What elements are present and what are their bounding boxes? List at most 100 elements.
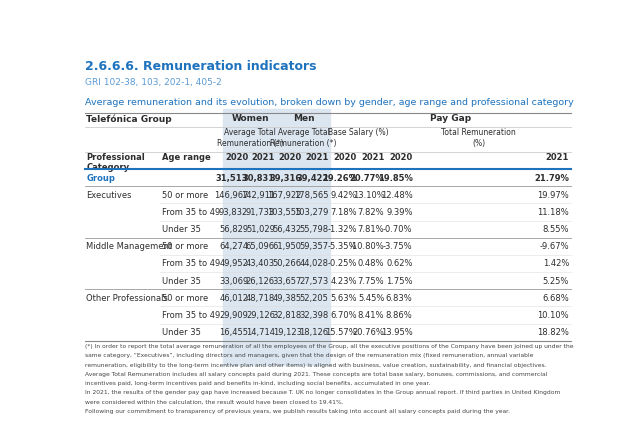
Text: 18,126: 18,126 (300, 328, 328, 337)
Text: 32,398: 32,398 (299, 311, 328, 320)
Text: Under 35: Under 35 (162, 277, 201, 286)
Text: same category, “Executives”, including directors and managers, given that the de: same category, “Executives”, including d… (85, 353, 533, 358)
Text: 51,029: 51,029 (246, 225, 275, 234)
Text: 15.57%: 15.57% (325, 328, 356, 337)
Text: 5.63%: 5.63% (330, 294, 356, 303)
Text: 4.23%: 4.23% (330, 277, 356, 286)
Text: 39,316: 39,316 (269, 173, 301, 182)
Text: In 2021, the results of the gender pay gap have increased because T. UK no longe: In 2021, the results of the gender pay g… (85, 390, 561, 396)
Text: 8.86%: 8.86% (386, 311, 413, 320)
Text: 50,266: 50,266 (273, 260, 301, 269)
Text: 10.10%: 10.10% (538, 311, 569, 320)
Text: Total Remuneration
(%): Total Remuneration (%) (442, 128, 516, 148)
Text: -0.70%: -0.70% (383, 225, 413, 234)
Text: 46,012: 46,012 (220, 294, 248, 303)
Text: 2021: 2021 (546, 153, 569, 162)
Text: 2020: 2020 (225, 153, 248, 162)
Text: 39,422: 39,422 (296, 173, 328, 182)
Text: 2020: 2020 (278, 153, 301, 162)
Text: From 35 to 49: From 35 to 49 (162, 260, 220, 269)
Text: 16,455: 16,455 (220, 328, 248, 337)
Text: 9.42%: 9.42% (330, 190, 356, 199)
Text: 7.75%: 7.75% (358, 277, 385, 286)
Text: 2021: 2021 (252, 153, 275, 162)
Text: -10.80%: -10.80% (349, 242, 385, 251)
Text: 26,126: 26,126 (246, 277, 275, 286)
Text: Average Total
Remuneration (*): Average Total Remuneration (*) (271, 128, 337, 148)
Text: Average remuneration and its evolution, broken down by gender, age range and pro: Average remuneration and its evolution, … (85, 98, 573, 107)
Text: 7.82%: 7.82% (358, 208, 385, 217)
Text: Pay Gap: Pay Gap (430, 114, 471, 123)
Text: Following our commitment to transparency of previous years, we publish results t: Following our commitment to transparency… (85, 409, 510, 414)
Text: 6.83%: 6.83% (386, 294, 413, 303)
Text: Other Professionals: Other Professionals (86, 294, 168, 303)
Text: From 35 to 49: From 35 to 49 (162, 311, 220, 320)
Text: 29,909: 29,909 (220, 311, 248, 320)
Text: 31,513: 31,513 (216, 173, 248, 182)
Text: 18.82%: 18.82% (537, 328, 569, 337)
Text: (*) In order to report the total average remuneration of all the employees of th: (*) In order to report the total average… (85, 344, 573, 349)
Text: -1.32%: -1.32% (327, 225, 356, 234)
Text: 30,831: 30,831 (243, 173, 275, 182)
Text: Under 35: Under 35 (162, 328, 201, 337)
Text: 33,657: 33,657 (273, 277, 301, 286)
Text: 20.76%: 20.76% (353, 328, 385, 337)
Text: 44,028: 44,028 (300, 260, 328, 269)
Text: 91,733: 91,733 (246, 208, 275, 217)
Text: 2020: 2020 (333, 153, 356, 162)
Text: incentives paid, long-term incentives paid and benefits in-kind, including socia: incentives paid, long-term incentives pa… (85, 381, 430, 386)
Text: 32,818: 32,818 (273, 311, 301, 320)
Text: Middle Management: Middle Management (86, 242, 173, 251)
Text: 14,714: 14,714 (246, 328, 275, 337)
Text: 7.18%: 7.18% (330, 208, 356, 217)
Text: 19.97%: 19.97% (538, 190, 569, 199)
Text: Women: Women (232, 114, 269, 123)
Text: 33,069: 33,069 (219, 277, 248, 286)
Text: 20.77%: 20.77% (349, 173, 385, 182)
Text: 43,403: 43,403 (246, 260, 275, 269)
Text: 0.48%: 0.48% (358, 260, 385, 269)
Text: 50 or more: 50 or more (162, 190, 208, 199)
Text: 2021: 2021 (361, 153, 385, 162)
Text: 11.18%: 11.18% (538, 208, 569, 217)
Text: 6.68%: 6.68% (542, 294, 569, 303)
Text: 65,096: 65,096 (246, 242, 275, 251)
Text: Telefónica Group: Telefónica Group (86, 114, 172, 124)
Text: 49,385: 49,385 (273, 294, 301, 303)
Text: 5.45%: 5.45% (358, 294, 385, 303)
Text: Group: Group (86, 173, 115, 182)
Text: 49,952: 49,952 (220, 260, 248, 269)
Text: Men: Men (293, 114, 314, 123)
Text: 1.42%: 1.42% (543, 260, 569, 269)
Text: 19.85%: 19.85% (378, 173, 413, 182)
Text: Average Total Remuneration includes all salary concepts paid during 2021. These : Average Total Remuneration includes all … (85, 372, 547, 377)
Text: Executives: Executives (86, 190, 132, 199)
Text: Base Salary (%): Base Salary (%) (328, 128, 388, 137)
Text: 5.25%: 5.25% (543, 277, 569, 286)
Text: 59,357: 59,357 (300, 242, 328, 251)
Text: 56,829: 56,829 (219, 225, 248, 234)
Text: 8.55%: 8.55% (543, 225, 569, 234)
Text: 178,565: 178,565 (294, 190, 328, 199)
Text: 9.39%: 9.39% (386, 208, 413, 217)
Text: 61,950: 61,950 (273, 242, 301, 251)
Text: remuneration, eligibility to the long-term incentive plan and other items) is al: remuneration, eligibility to the long-te… (85, 363, 547, 368)
Text: -0.25%: -0.25% (327, 260, 356, 269)
Text: 27,573: 27,573 (299, 277, 328, 286)
Bar (223, 109, 277, 366)
Text: 103,279: 103,279 (294, 208, 328, 217)
Text: 146,967: 146,967 (214, 190, 248, 199)
Text: 29,126: 29,126 (246, 311, 275, 320)
Text: 19,123: 19,123 (273, 328, 301, 337)
Text: -5.35%: -5.35% (327, 242, 356, 251)
Text: 19.26%: 19.26% (322, 173, 356, 182)
Text: were considered within the calculation, the result would have been closed to 19.: were considered within the calculation, … (85, 400, 344, 405)
Text: 7.81%: 7.81% (358, 225, 385, 234)
Text: 103,555: 103,555 (268, 208, 301, 217)
Text: From 35 to 49: From 35 to 49 (162, 208, 220, 217)
Text: 12.48%: 12.48% (381, 190, 413, 199)
Text: -9.67%: -9.67% (540, 242, 569, 251)
Text: Under 35: Under 35 (162, 225, 201, 234)
Text: 50 or more: 50 or more (162, 294, 208, 303)
Text: 56,432: 56,432 (273, 225, 301, 234)
